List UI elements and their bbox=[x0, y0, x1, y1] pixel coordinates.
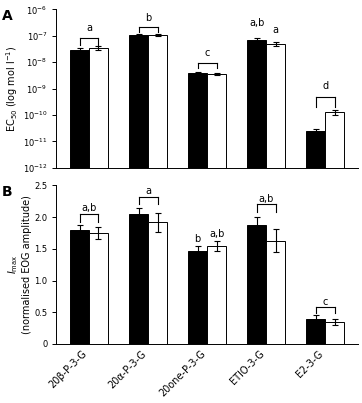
Bar bbox=[148, 35, 167, 403]
Bar bbox=[325, 112, 344, 403]
Bar bbox=[306, 131, 325, 403]
Bar bbox=[89, 48, 108, 403]
Text: c: c bbox=[323, 297, 328, 307]
Bar bbox=[247, 40, 266, 403]
Text: a: a bbox=[273, 25, 279, 35]
Bar bbox=[266, 241, 285, 344]
Text: a,b: a,b bbox=[81, 204, 97, 213]
Text: b: b bbox=[194, 234, 201, 244]
Bar bbox=[89, 233, 108, 344]
Bar bbox=[70, 50, 89, 403]
Bar bbox=[188, 251, 207, 344]
Text: B: B bbox=[2, 185, 13, 199]
Bar bbox=[148, 222, 167, 344]
Text: a: a bbox=[145, 186, 151, 196]
Bar bbox=[129, 35, 148, 403]
Text: a: a bbox=[86, 23, 92, 33]
Text: d: d bbox=[322, 81, 328, 91]
Bar bbox=[247, 225, 266, 344]
Bar bbox=[188, 73, 207, 403]
Text: c: c bbox=[205, 48, 210, 58]
Text: b: b bbox=[145, 13, 151, 23]
Bar bbox=[325, 322, 344, 344]
Y-axis label: EC$_{50}$ (log mol l$^{-1}$): EC$_{50}$ (log mol l$^{-1}$) bbox=[4, 46, 20, 132]
Bar bbox=[70, 230, 89, 344]
Bar bbox=[306, 319, 325, 344]
Bar bbox=[207, 74, 226, 403]
Bar bbox=[207, 246, 226, 344]
Y-axis label: $I_\mathrm{max}$
(normalised EOG amplitude): $I_\mathrm{max}$ (normalised EOG amplitu… bbox=[6, 195, 31, 334]
Text: a,b: a,b bbox=[209, 229, 224, 239]
Bar bbox=[266, 44, 285, 403]
Text: A: A bbox=[2, 9, 13, 23]
Text: a,b: a,b bbox=[258, 194, 274, 204]
Text: a,b: a,b bbox=[249, 18, 265, 28]
Bar bbox=[129, 214, 148, 344]
